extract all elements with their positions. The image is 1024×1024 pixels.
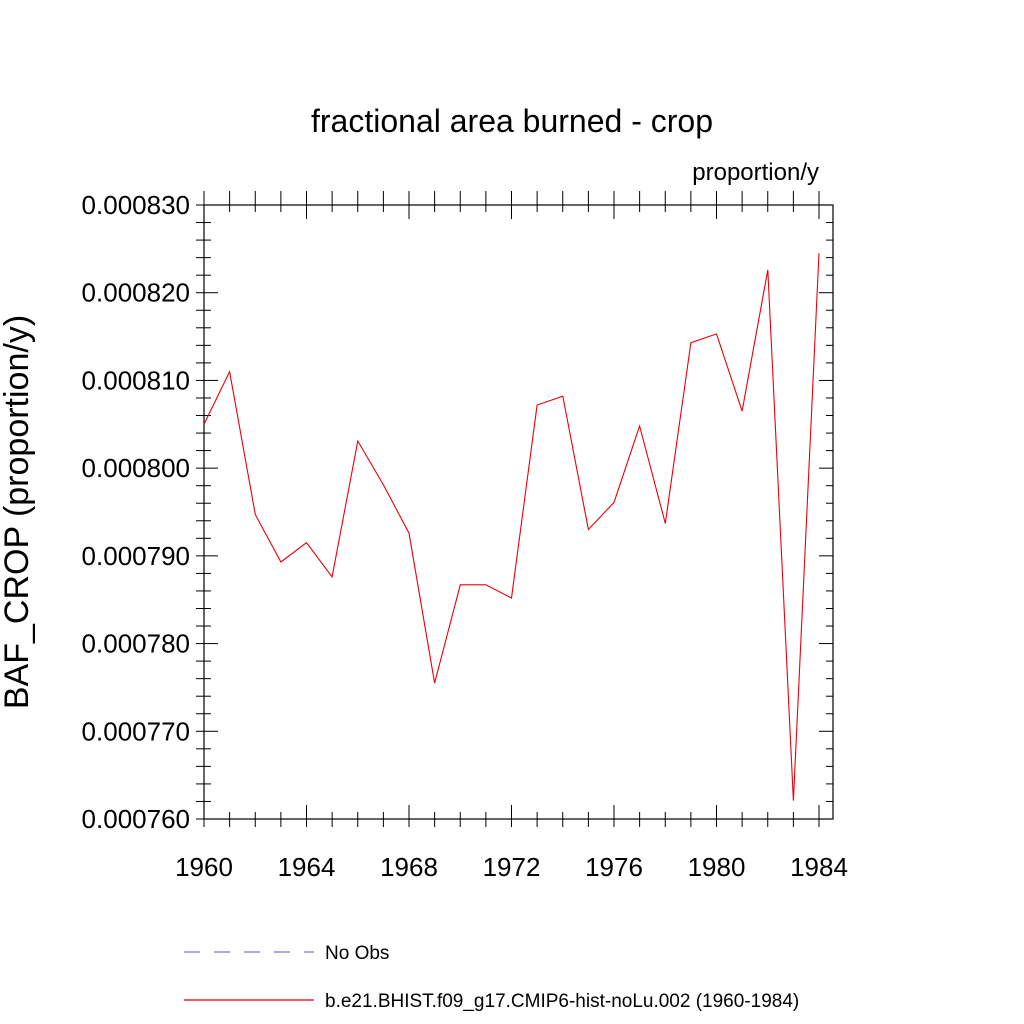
plot-frame [203,204,834,820]
x-tick-label: 1972 [483,852,541,882]
y-tick-label: 0.000780 [82,629,190,659]
y-tick-label: 0.000820 [82,278,190,308]
x-tick-label: 1964 [278,852,336,882]
x-tick-label: 1976 [585,852,643,882]
y-tick-label: 0.000760 [82,804,190,834]
y-axis-label: BAF_CROP (proportion/y) [0,315,36,709]
x-tick-label: 1984 [790,852,848,882]
y-tick-label: 0.000770 [82,716,190,746]
x-tick-label: 1980 [688,852,746,882]
series-line [203,253,820,801]
legend: No Obs b.e21.BHIST.f09_g17.CMIP6-hist-noL… [184,943,799,1012]
y-tick-label: 0.000800 [82,453,190,483]
units-label: proportion/y [692,159,819,186]
legend-label: b.e21.BHIST.f09_g17.CMIP6-hist-noLu.002 … [325,991,799,1012]
y-tick-label: 0.000830 [82,190,190,220]
plot-area: 0.000760 0.000770 0.000780 0.000790 0.000800… [82,190,848,882]
x-tick-label: 1960 [175,852,233,882]
x-tick-label: 1968 [380,852,438,882]
y-tick-label: 0.000790 [82,541,190,571]
chart-title: fractional area burned - crop [311,103,713,139]
y-tick-label: 0.000810 [82,365,190,395]
legend-label: No Obs [325,943,389,964]
